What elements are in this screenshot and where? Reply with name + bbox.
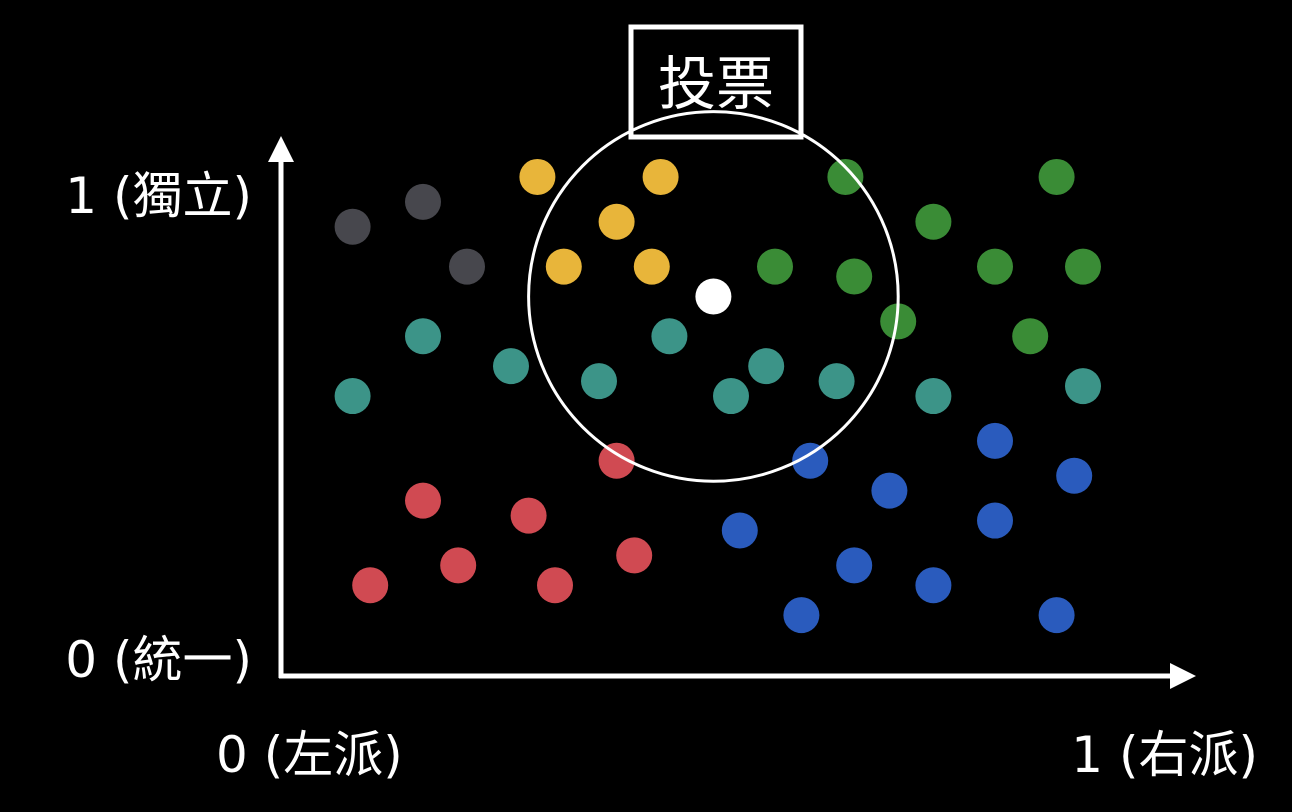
- y-tick-label-bottom: 0 (統一): [65, 631, 252, 689]
- data-point-series-5-7: [977, 502, 1013, 539]
- title-box: [628, 24, 804, 140]
- y-axis-arrow-icon: [268, 136, 294, 162]
- data-point-series-4-4: [440, 547, 477, 584]
- data-point-series-0-1: [405, 183, 441, 220]
- data-point-series-0-0: [334, 208, 371, 245]
- data-point-series-1-1: [642, 158, 679, 195]
- data-point-series-5-5: [977, 422, 1013, 459]
- x-tick-label-right: 1 (右派): [1071, 726, 1258, 784]
- data-point-series-3-2: [757, 248, 793, 285]
- chart-title: 投票: [658, 50, 774, 118]
- data-point-series-2-1: [405, 318, 441, 355]
- data-point-series-2-6: [748, 348, 785, 385]
- data-point-series-2-3: [581, 363, 617, 400]
- data-point-series-4-2: [510, 497, 547, 534]
- x-tick-label-left: 0 (左派): [216, 726, 403, 784]
- data-point-series-4-6: [537, 567, 573, 604]
- data-point-series-3-0: [827, 158, 864, 195]
- data-point-series-5-6: [1056, 457, 1093, 494]
- data-point-series-2-5: [713, 378, 749, 415]
- data-point-series-5-1: [721, 512, 758, 549]
- data-point-series-5-8: [783, 597, 820, 634]
- data-point-series-1-0: [519, 158, 556, 195]
- data-point-series-1-4: [633, 248, 670, 285]
- data-point-series-4-1: [405, 482, 441, 519]
- data-point-series-5-0: [792, 442, 829, 479]
- data-point-series-3-3: [836, 258, 873, 295]
- vote-radius-circle: [527, 110, 900, 483]
- data-point-series-4-0: [598, 442, 635, 479]
- data-point-series-4-5: [352, 567, 389, 604]
- data-point-series-5-4: [915, 567, 952, 604]
- data-point-series-1-2: [598, 203, 635, 240]
- y-tick-label-top: 1 (獨立): [65, 167, 252, 225]
- data-point-series-5-2: [871, 472, 908, 509]
- data-point-series-3-4: [880, 303, 917, 340]
- data-point-series-3-6: [1038, 158, 1075, 195]
- data-point-series-3-7: [1065, 248, 1101, 285]
- x-axis-arrow-icon: [1170, 663, 1196, 689]
- data-point-series-5-9: [1038, 597, 1075, 634]
- data-point-series-4-3: [616, 537, 653, 574]
- data-point-series-3-1: [915, 203, 952, 240]
- data-point-series-2-4: [651, 318, 688, 355]
- data-point-series-2-9: [1065, 368, 1101, 405]
- data-point-series-0-2: [449, 248, 485, 285]
- data-point-series-3-8: [1012, 318, 1049, 355]
- data-point-series-1-3: [545, 248, 582, 285]
- data-point-series-2-7: [818, 363, 855, 400]
- data-point-series-3-5: [977, 248, 1013, 285]
- points-layer: [334, 110, 1101, 634]
- data-point-series-2-2: [493, 348, 529, 385]
- voter-point: [695, 278, 732, 315]
- data-point-series-2-8: [915, 378, 952, 415]
- data-point-series-2-0: [334, 378, 371, 415]
- data-point-series-5-3: [836, 547, 873, 584]
